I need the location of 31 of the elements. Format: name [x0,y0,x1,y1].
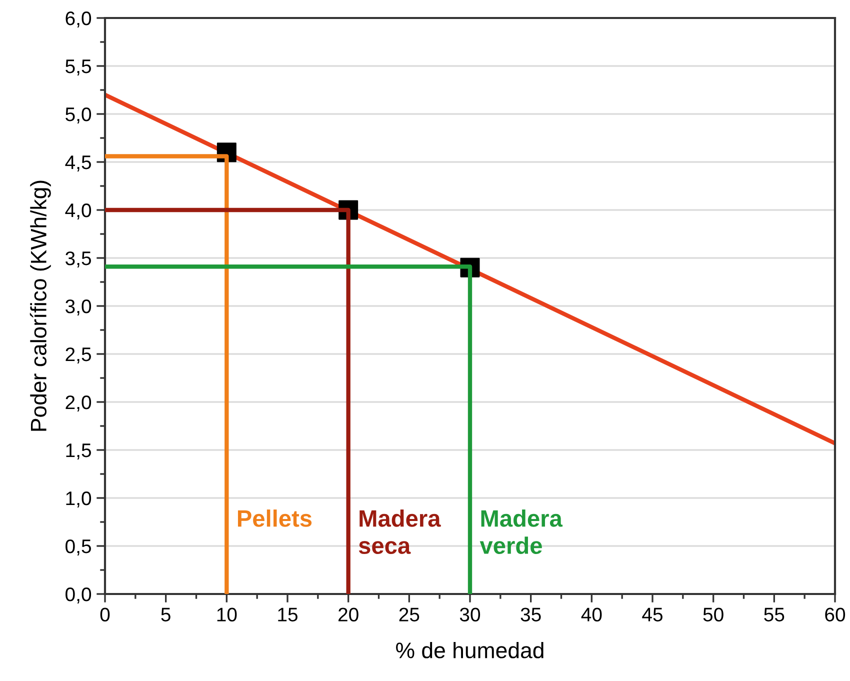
x-tick-label: 60 [825,608,846,622]
y-axis-title: Poder calorífico (KWh/kg) [30,180,51,431]
x-tick-label: 45 [642,608,662,622]
y-tick-label: 1,5 [66,444,91,460]
y-tick-label: 4,5 [65,156,91,172]
series-label: Madera verde [480,510,563,554]
series-label: Pellets [238,510,312,527]
y-tick-label: 6,0 [66,11,92,28]
x-axis-title: % de humedad [396,642,544,658]
y-tick-label: 5,0 [66,107,92,124]
x-tick-label: 15 [278,608,298,622]
x-tick-label: 20 [338,608,358,622]
x-tick-label: 50 [703,608,724,622]
x-tick-label: 40 [581,608,602,622]
y-tick-label: 2,5 [66,347,91,364]
series-label: Madera seca [358,510,441,554]
y-tick-label: 3,5 [66,251,91,268]
x-tick-label: 35 [520,608,541,622]
x-tick-label: 25 [399,608,420,622]
y-tick-label: 0,0 [66,587,92,604]
y-tick-label: 3,0 [66,299,92,316]
x-tick-label: 10 [217,608,237,622]
y-tick-label: 1,0 [66,491,92,508]
x-tick-label: 30 [460,608,480,622]
y-tick-label: 4,0 [65,203,92,220]
x-tick-label: 5 [161,608,170,622]
y-tick-label: 2,0 [66,395,92,412]
x-tick-label: 55 [764,608,784,622]
y-tick-label: 0,5 [66,539,91,556]
y-tick-label: 5,5 [66,60,91,76]
x-tick-label: 0 [100,608,110,622]
